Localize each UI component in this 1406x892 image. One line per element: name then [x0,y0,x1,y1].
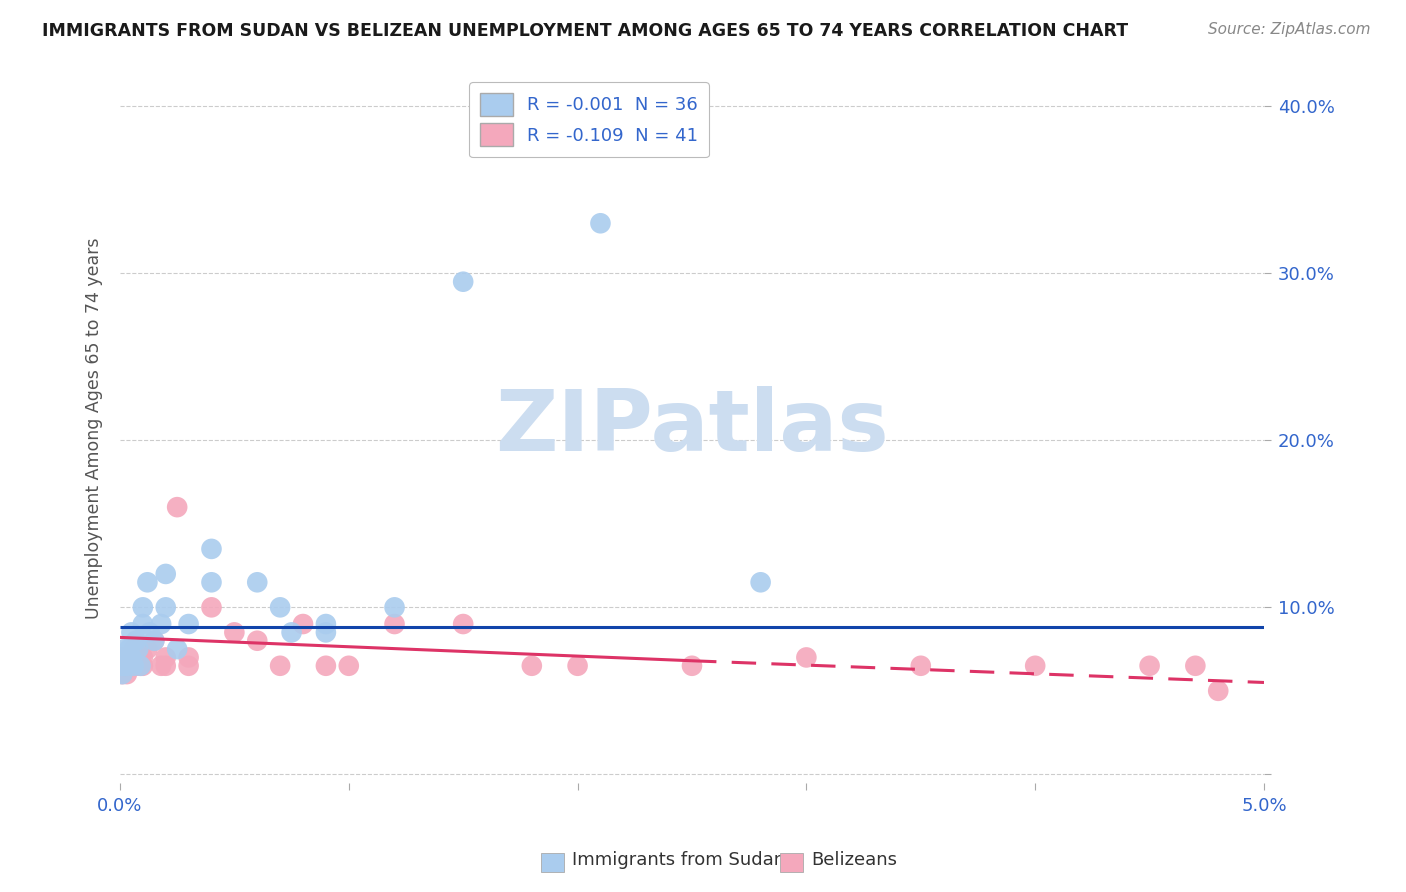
Point [315,658,337,673]
Text: Belizeans: Belizeans [811,852,897,870]
Point [132,617,155,632]
Point [269,658,291,673]
Point [451,275,474,289]
Point [269,600,291,615]
Point [1139,658,1161,673]
Text: IMMIGRANTS FROM SUDAN VS BELIZEAN UNEMPLOYMENT AMONG AGES 65 TO 74 YEARS CORRELA: IMMIGRANTS FROM SUDAN VS BELIZEAN UNEMPL… [42,22,1128,40]
Point [292,617,315,632]
Text: Source: ZipAtlas.com: Source: ZipAtlas.com [1208,22,1371,37]
Point [108,650,131,665]
Point [681,658,703,673]
Point [120,658,142,673]
Point [200,541,222,556]
Point [150,617,173,632]
Point [150,658,173,673]
Text: ZIPatlas: ZIPatlas [495,386,889,469]
Point [224,625,246,640]
Point [115,650,138,665]
Point [111,650,134,665]
Point [132,658,155,673]
Point [118,650,141,665]
Point [127,650,149,665]
Point [155,658,177,673]
Legend: R = -0.001  N = 36, R = -0.109  N = 41: R = -0.001 N = 36, R = -0.109 N = 41 [470,82,709,157]
Point [136,642,159,657]
Point [315,625,337,640]
Point [125,633,148,648]
Point [177,658,200,673]
Point [115,650,138,665]
Point [127,642,149,657]
Point [520,658,543,673]
Point [115,658,138,673]
Point [246,633,269,648]
Point [111,667,134,681]
Point [129,658,152,673]
Point [177,617,200,632]
Point [567,658,589,673]
Point [132,600,155,615]
Text: Immigrants from Sudan: Immigrants from Sudan [572,852,786,870]
Point [315,617,337,632]
Point [118,642,141,657]
Point [589,216,612,230]
Point [749,575,772,590]
Point [384,600,406,615]
Y-axis label: Unemployment Among Ages 65 to 74 years: Unemployment Among Ages 65 to 74 years [86,237,103,618]
Point [120,625,142,640]
Point [120,650,142,665]
Point [200,600,222,615]
Point [155,600,177,615]
Point [108,658,131,673]
Point [280,625,302,640]
Point [910,658,932,673]
Point [796,650,818,665]
Point [114,658,136,673]
Point [246,575,269,590]
Point [166,500,188,515]
Point [451,617,474,632]
Point [114,642,136,657]
Point [118,658,141,673]
Point [122,642,145,657]
Point [132,650,155,665]
Point [1184,658,1206,673]
Point [115,667,138,681]
Point [136,575,159,590]
Point [114,658,136,673]
Point [1206,683,1229,698]
Point [143,633,166,648]
Point [111,658,134,673]
Point [166,642,188,657]
Point [1024,658,1046,673]
Point [200,575,222,590]
Point [155,566,177,581]
Point [138,625,160,640]
Point [129,658,152,673]
Point [120,650,142,665]
Point [125,658,148,673]
Point [337,658,360,673]
Point [143,633,166,648]
Point [111,667,134,681]
Point [122,658,145,673]
Point [384,617,406,632]
Point [155,650,177,665]
Point [177,650,200,665]
